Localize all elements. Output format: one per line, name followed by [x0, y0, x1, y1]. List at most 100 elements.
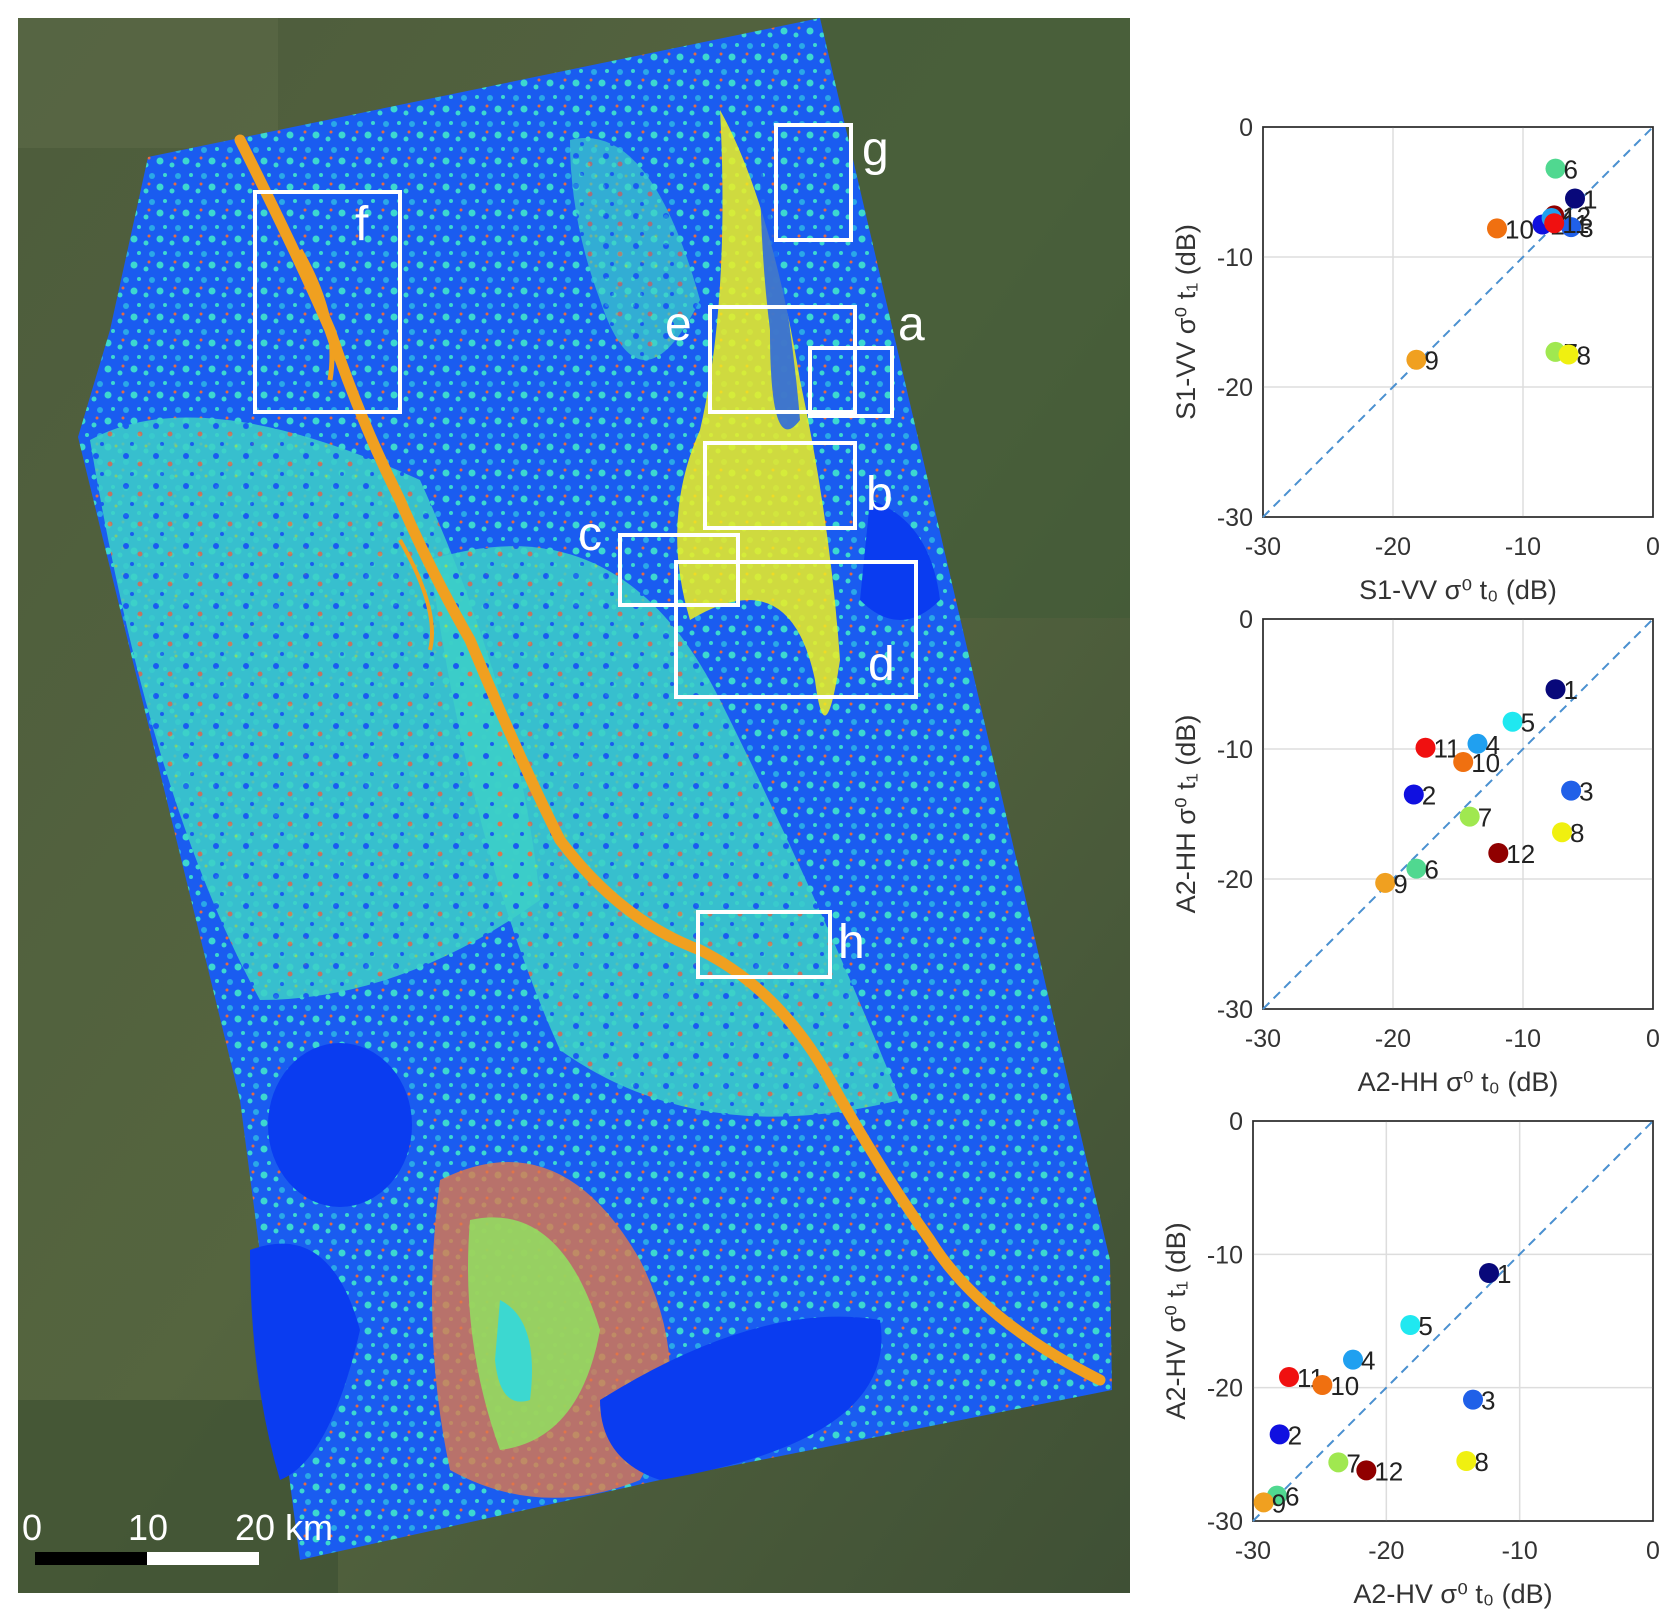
region-box-h: [696, 910, 832, 979]
data-point-8: [1552, 822, 1572, 843]
plot-border: [1262, 126, 1654, 518]
data-point-6: [1406, 858, 1427, 879]
data-point-4: [1467, 733, 1488, 754]
y-axis-label: A2-HH σ⁰ t₁ (dB): [1171, 715, 1201, 914]
point-label-2: 2: [1422, 781, 1436, 811]
y-axis-label: A2-HV σ⁰ t₁ (dB): [1161, 1222, 1191, 1419]
point-label-10: 10: [1330, 1371, 1359, 1401]
data-point-2: [1403, 784, 1424, 805]
scatter-plot-1: -30-20-100-30-20-10061122431011789S1-VV …: [1171, 114, 1660, 605]
region-label-e: e: [665, 298, 692, 351]
region-box-a: [808, 346, 894, 418]
data-point-11: [1415, 737, 1436, 758]
scale-label-0: 0: [22, 1507, 42, 1548]
region-label-a: a: [898, 298, 925, 351]
point-label-6: 6: [1564, 155, 1578, 185]
x-axis-label: A2-HH σ⁰ t₀ (dB): [1358, 1067, 1559, 1097]
x-axis-label: A2-HV σ⁰ t₀ (dB): [1353, 1579, 1552, 1609]
data-point-12: [1488, 843, 1509, 863]
x-tick-label: -10: [1505, 533, 1541, 561]
region-label-f: f: [355, 198, 369, 251]
x-tick-label: -30: [1245, 1025, 1281, 1053]
point-label-12: 12: [1374, 1456, 1403, 1486]
data-point-9: [1406, 349, 1427, 370]
reference-line: [1262, 618, 1654, 1010]
point-label-4: 4: [1486, 730, 1500, 760]
data-point-5: [1400, 1315, 1421, 1335]
data-point-7: [1328, 1452, 1349, 1473]
data-point-4: [1343, 1349, 1363, 1370]
data-point-12: [1356, 1460, 1377, 1481]
point-label-3: 3: [1481, 1386, 1495, 1416]
x-tick-label: 0: [1646, 1537, 1660, 1565]
x-tick-label: 0: [1646, 1025, 1660, 1053]
x-tick-label: -20: [1375, 1025, 1411, 1053]
y-tick-label: -20: [1207, 1375, 1243, 1403]
plot-border: [1262, 618, 1654, 1010]
scale-bar: 0 10 20 km: [22, 1507, 333, 1565]
y-tick-label: 0: [1239, 606, 1253, 634]
point-label-1: 1: [1564, 675, 1578, 705]
y-tick-label: -10: [1217, 736, 1253, 764]
region-label-b: b: [866, 468, 893, 521]
region-box-e: [708, 305, 857, 414]
x-tick-label: -20: [1368, 1537, 1404, 1565]
reference-line: [1262, 126, 1654, 518]
scatter-plots-panel: -30-20-100-30-20-10061122431011789S1-VV …: [1135, 0, 1671, 1609]
y-tick-label: -30: [1217, 504, 1253, 532]
x-tick-label: -30: [1235, 1537, 1271, 1565]
y-tick-label: -30: [1217, 996, 1253, 1024]
data-point-3: [1561, 780, 1582, 801]
scatter-plots-canvas: -30-20-100-30-20-10061122431011789S1-VV …: [1161, 114, 1660, 1609]
region-label-c: c: [578, 508, 602, 561]
point-label-3: 3: [1579, 777, 1593, 807]
point-label-9: 9: [1393, 869, 1407, 899]
point-label-8: 8: [1577, 341, 1591, 371]
data-point-9: [1253, 1492, 1274, 1513]
y-tick-label: -20: [1217, 374, 1253, 402]
point-label-9: 9: [1424, 346, 1438, 376]
point-label-1: 1: [1497, 1259, 1511, 1289]
x-tick-label: -20: [1375, 533, 1411, 561]
point-label-8: 8: [1570, 818, 1584, 848]
river: [234, 134, 1106, 1386]
y-tick-label: -10: [1207, 1241, 1243, 1269]
data-point-1: [1479, 1263, 1499, 1283]
data-point-9: [1375, 872, 1396, 893]
point-label-7: 7: [1478, 803, 1492, 833]
lake: [268, 1043, 412, 1207]
x-tick-label: -10: [1505, 1025, 1541, 1053]
data-point-11: [1544, 213, 1565, 234]
region-box-d: [674, 560, 918, 699]
point-label-6: 6: [1424, 855, 1438, 885]
y-tick-label: -30: [1207, 1508, 1243, 1536]
data-point-3: [1561, 217, 1582, 238]
data-point-1: [1545, 679, 1566, 700]
data-point-11: [1279, 1367, 1299, 1387]
data-point-10: [1312, 1375, 1333, 1395]
region-box-f: [253, 190, 402, 414]
point-label-10: 10: [1471, 748, 1500, 778]
region-box-g: [774, 123, 853, 242]
point-label-11: 11: [1562, 209, 1589, 239]
region-boxes: [253, 123, 918, 979]
data-point-8: [1456, 1451, 1477, 1471]
scale-label-20km: 20 km: [235, 1507, 333, 1548]
data-point-5: [1502, 711, 1523, 732]
point-label-8: 8: [1474, 1447, 1488, 1477]
point-label-2: 2: [1288, 1420, 1302, 1450]
map-canvas: g f e a b c d h 0 10 20 km: [18, 18, 1130, 1593]
y-axis-label: S1-VV σ⁰ t₁ (dB): [1171, 224, 1201, 420]
x-axis-label: S1-VV σ⁰ t₀ (dB): [1359, 575, 1557, 605]
data-point-1: [1565, 188, 1585, 209]
x-tick-label: 0: [1646, 533, 1660, 561]
reference-line: [1252, 1120, 1654, 1522]
data-point-10: [1453, 752, 1474, 772]
region-box-c: [618, 533, 740, 607]
data-point-2: [1269, 1424, 1290, 1445]
point-label-12: 12: [1506, 839, 1535, 869]
plot-border: [1252, 1120, 1654, 1522]
point-label-5: 5: [1521, 708, 1535, 738]
